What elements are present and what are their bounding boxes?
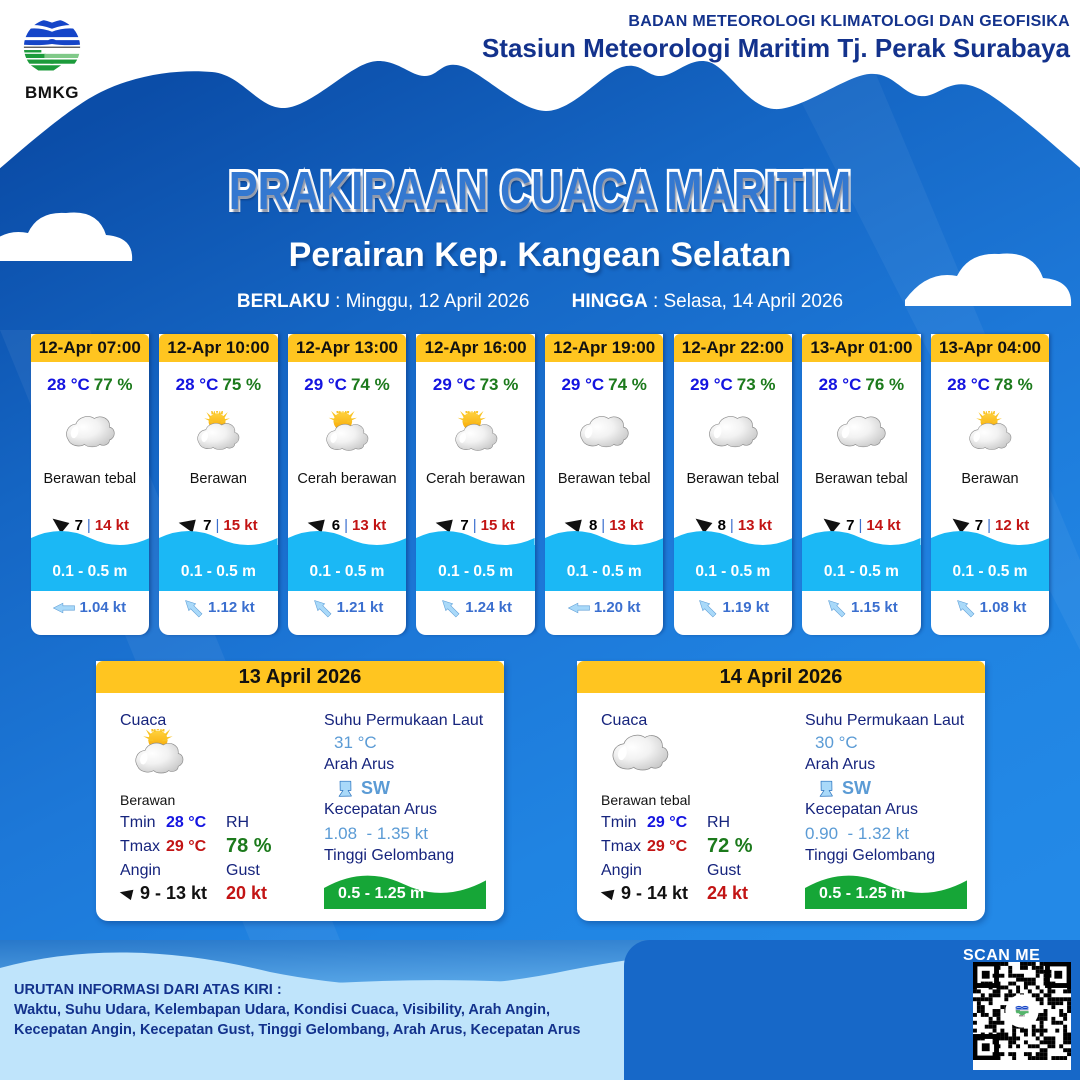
svg-text:BMKG: BMKG bbox=[1019, 1015, 1025, 1017]
